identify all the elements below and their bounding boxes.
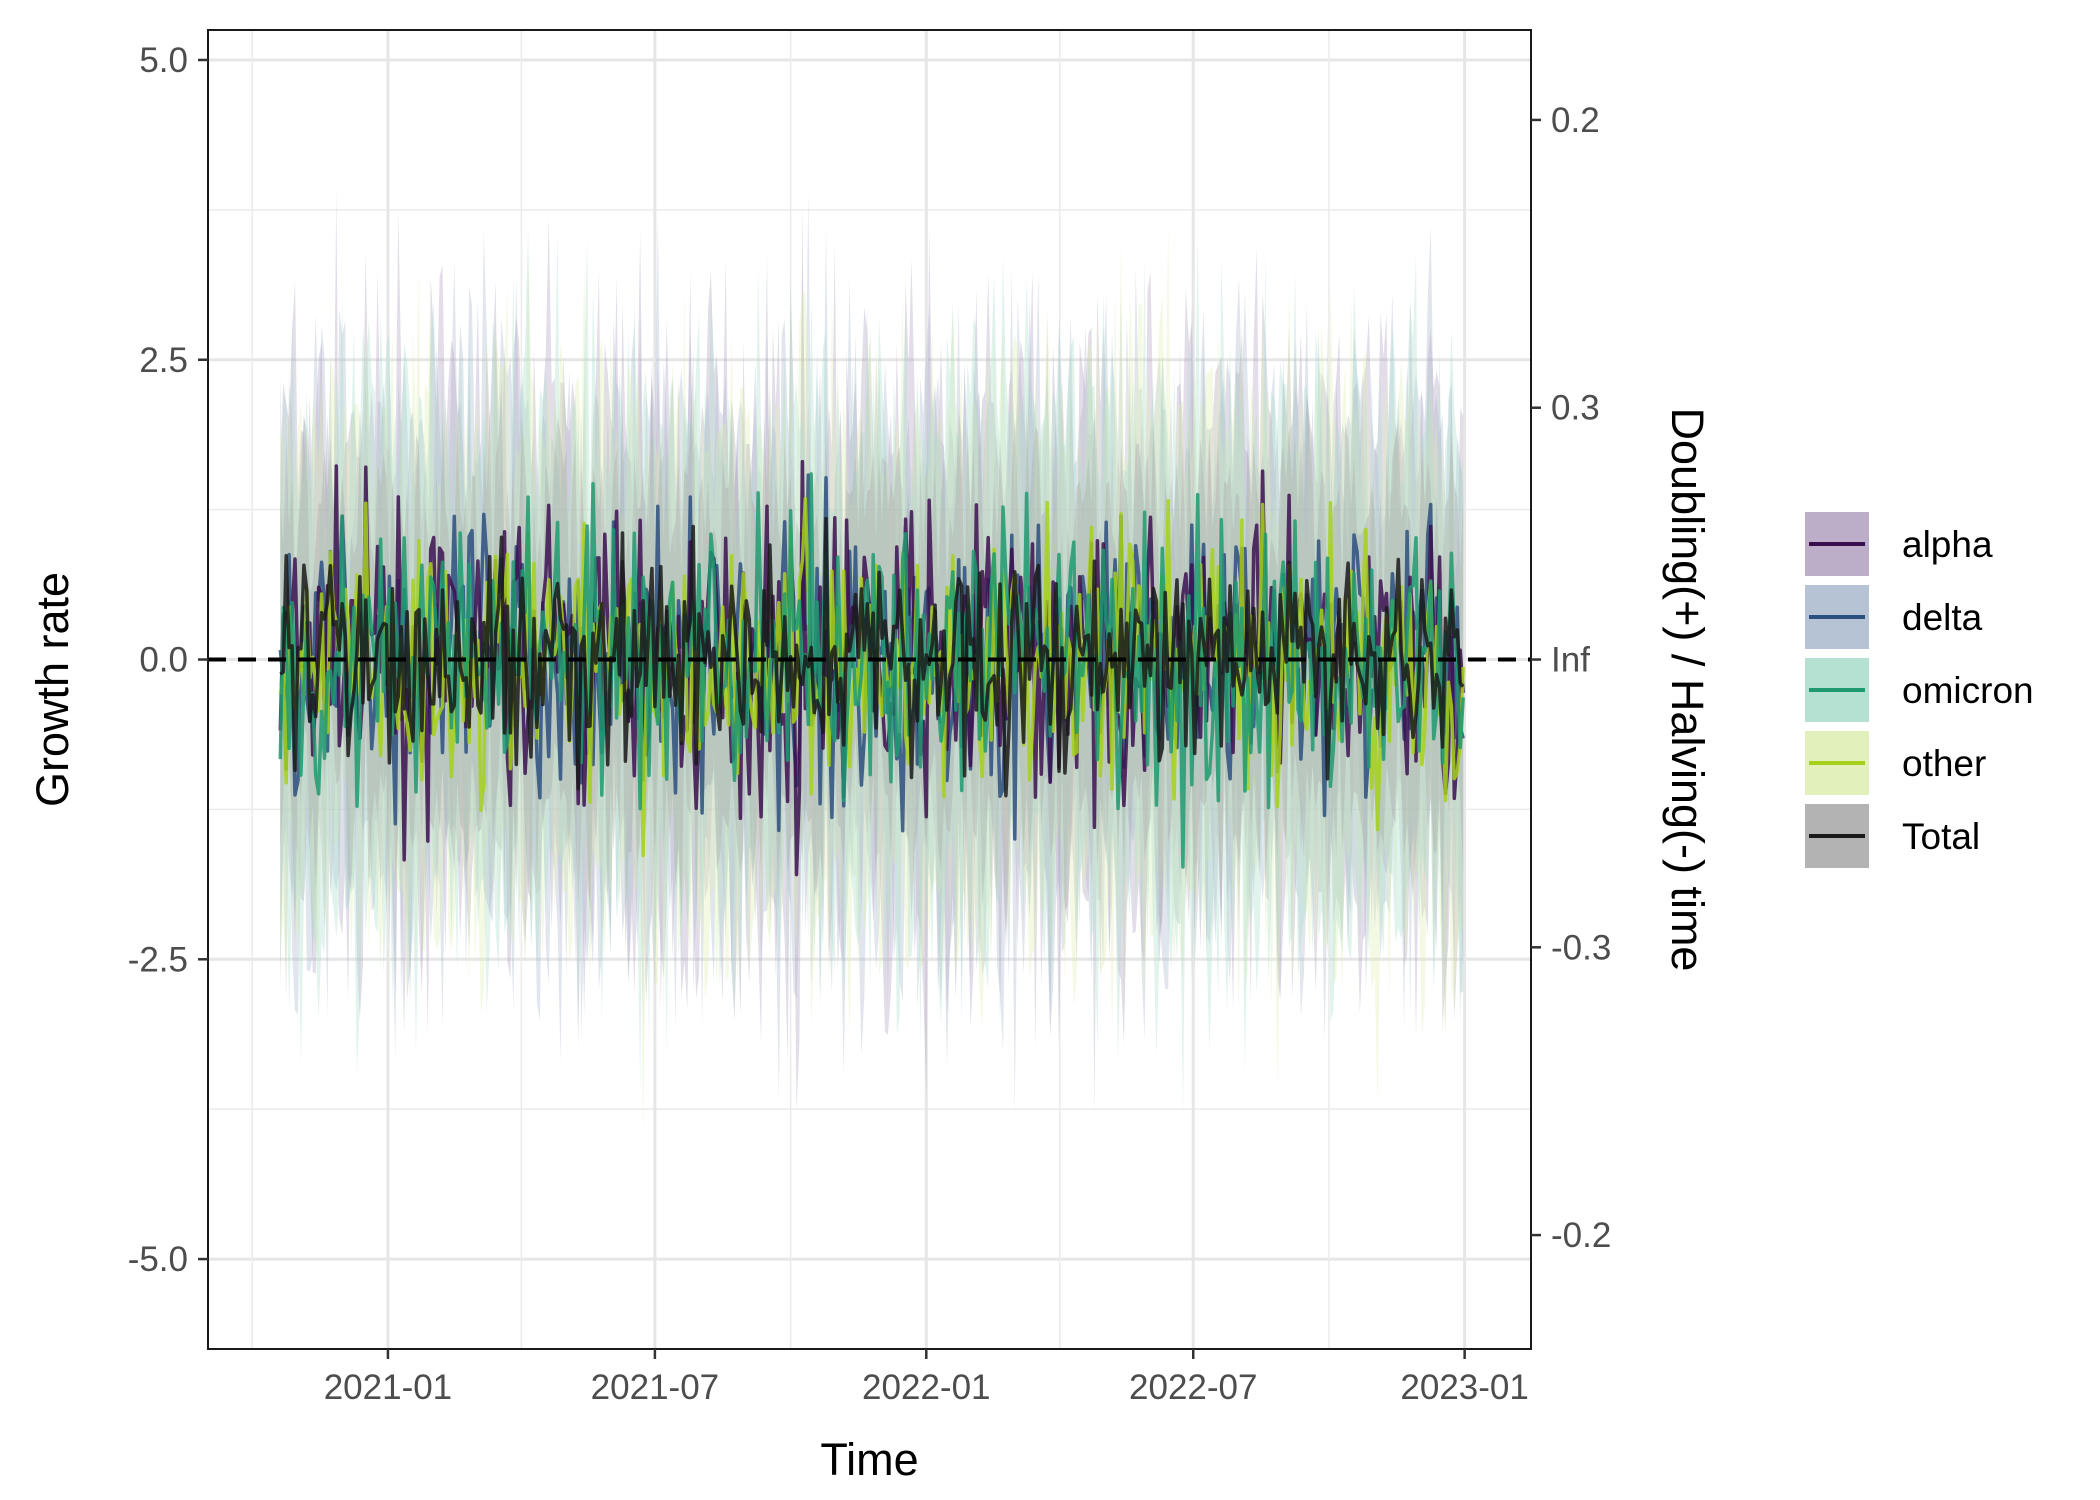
series-lines-layer	[278, 459, 1465, 877]
y2-tick-label: -0.3	[1551, 928, 1611, 967]
y2-tick-label: Inf	[1551, 641, 1590, 680]
x-tick-label: 2023-01	[1400, 1368, 1528, 1407]
series-line-total	[279, 516, 1465, 798]
y2-tick-label: 0.3	[1551, 389, 1600, 428]
y2-tick-label: -0.2	[1551, 1216, 1611, 1255]
y-axis-title: Growth rate	[27, 572, 78, 807]
y-tick-label: 2.5	[139, 341, 188, 380]
legend-item-total: Total	[1805, 804, 1980, 868]
x-tick-label: 2022-07	[1129, 1368, 1257, 1407]
legend-label: alpha	[1902, 524, 1993, 565]
legend-label: other	[1902, 743, 1986, 784]
legend-label: omicron	[1902, 670, 2034, 711]
axes-layer: 5.0 2.5 0.0 -2.5 -5.0 2021-01 2021-07 2022-01 20…	[128, 41, 1612, 1407]
y-tick-label: -2.5	[128, 940, 188, 979]
legend-label: delta	[1902, 597, 1983, 638]
legend-item-omicron: omicron	[1805, 658, 2034, 722]
y-tick-label: 0.0	[139, 641, 188, 680]
legend-label: Total	[1902, 816, 1980, 857]
y-tick-label: 5.0	[139, 41, 188, 80]
x-axis-title: Time	[820, 1434, 918, 1485]
x-tick-label: 2022-01	[862, 1368, 990, 1407]
legend-item-delta: delta	[1805, 585, 1983, 649]
y-tick-label: -5.0	[128, 1240, 188, 1279]
y2-tick-label: 0.2	[1551, 101, 1600, 140]
x-tick-label: 2021-01	[324, 1368, 452, 1407]
legend: alpha delta omicron other Total	[1805, 512, 2034, 868]
legend-item-other: other	[1805, 731, 1986, 795]
secondary-y-axis-title: Doubling(+) / Halving(-) time	[1662, 408, 1713, 972]
x-tick-label: 2021-07	[591, 1368, 719, 1407]
plot-panel-border	[207, 29, 1532, 1350]
legend-item-alpha: alpha	[1805, 512, 1993, 576]
